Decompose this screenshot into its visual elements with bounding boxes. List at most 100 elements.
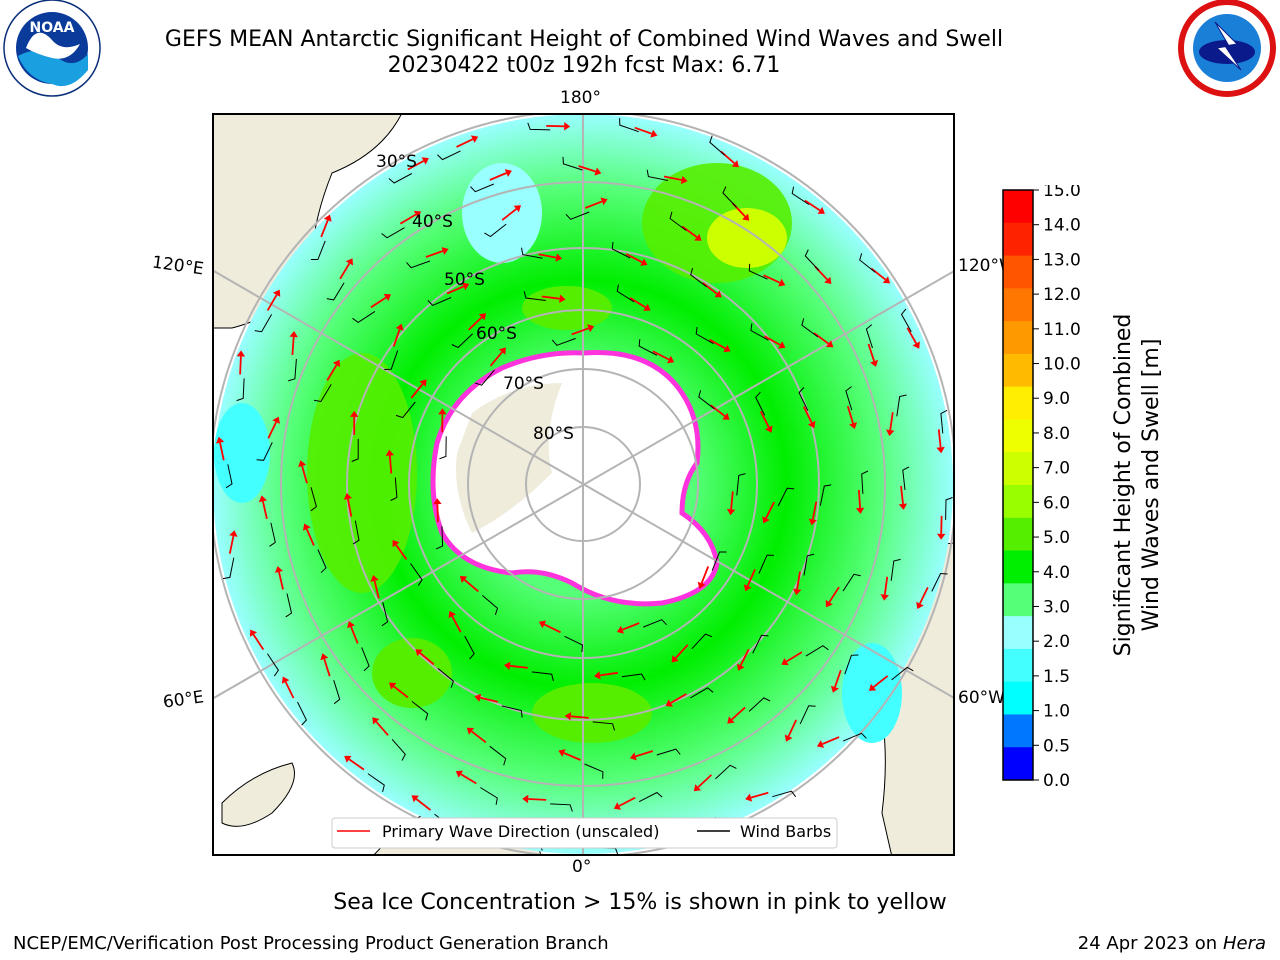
- wind-barb: [638, 339, 658, 356]
- colorbar-tick-label: 0.5: [1043, 736, 1070, 756]
- wind-barb: [288, 358, 297, 382]
- colorbar-swatch: [1003, 288, 1033, 322]
- wind-barb: [772, 790, 797, 798]
- wind-barb: [390, 477, 398, 501]
- wind-barb: [619, 118, 639, 133]
- wave-arrow-head: [629, 752, 637, 761]
- wind-barb: [592, 721, 615, 731]
- wind-barb: [711, 551, 727, 571]
- colorbar-swatch: [1003, 747, 1033, 781]
- wind-barb: [297, 701, 308, 726]
- wave-arrow: [709, 338, 726, 350]
- wave-arrow-head: [323, 214, 332, 222]
- wave-arrow-head: [438, 408, 447, 415]
- wind-barb: [616, 284, 635, 303]
- wave-arrow: [267, 421, 277, 439]
- wave-arrow: [460, 773, 477, 785]
- colorbar-swatch: [1003, 419, 1033, 453]
- wind-barb: [656, 748, 681, 756]
- wave-arrow: [239, 356, 242, 375]
- wind-barb: [940, 409, 948, 434]
- wind-barb: [437, 668, 454, 688]
- wave-arrow: [663, 175, 682, 181]
- wave-arrow-head: [807, 420, 816, 429]
- wave-arrow-head: [419, 379, 427, 387]
- wind-barb: [669, 211, 687, 231]
- wave-arrow-head: [667, 355, 675, 364]
- lat-label-40s: 40°S: [412, 212, 453, 232]
- wind-barb: [902, 466, 910, 491]
- wind-barb: [842, 573, 861, 592]
- colorbar-swatch: [1003, 353, 1033, 388]
- colorbar-tick-label: 13.0: [1043, 250, 1081, 270]
- wave-arrow-head: [448, 610, 456, 619]
- wind-barb: [470, 183, 494, 193]
- wind-barb: [550, 803, 573, 812]
- wind-barb: [269, 522, 276, 547]
- datestamp-text: 24 Apr 2023 on: [1077, 933, 1218, 954]
- wave-arrow-head: [281, 676, 290, 684]
- colorbar-swatch: [1003, 616, 1033, 650]
- chart-subtitle: 20230422 t00z 192h fcst Max: 6.71: [387, 53, 781, 78]
- wind-barb: [333, 680, 341, 705]
- colorbar-swatch: [1003, 583, 1033, 617]
- wave-arrow-head: [470, 135, 479, 143]
- chart-title: GEFS MEAN Antarctic Significant Height o…: [164, 27, 1004, 52]
- wave-arrow-head: [868, 683, 877, 691]
- wave-arrow: [700, 566, 710, 584]
- wave-arrow-head: [274, 566, 283, 573]
- wave-arrow: [811, 501, 818, 520]
- colorbar-swatch: [1003, 550, 1033, 584]
- wind-barb: [310, 487, 317, 512]
- wind-barb: [406, 260, 431, 269]
- wave-arrow-head: [395, 323, 404, 331]
- wave-arrow-head: [742, 213, 750, 221]
- footnote: Sea Ice Concentration > 15% is shown in …: [333, 890, 947, 915]
- wave-arrow-head: [372, 717, 380, 725]
- wave-arrow: [451, 615, 462, 633]
- colorbar-tick-label: 12.0: [1043, 285, 1081, 305]
- wave-arrow-head: [643, 303, 651, 311]
- wave-arrow-head: [370, 575, 379, 582]
- colorbar-swatch: [1003, 681, 1033, 715]
- wave-arrow-head: [389, 682, 397, 690]
- wave-arrow: [750, 791, 769, 799]
- colorbar-tick-label: 0.0: [1043, 771, 1070, 790]
- colorbar-tick-label: 1.5: [1043, 667, 1070, 687]
- wind-barb: [803, 553, 815, 576]
- wave-arrow: [906, 327, 917, 344]
- credit: NCEP/EMC/Verification Post Processing Pr…: [13, 933, 609, 954]
- wave-arrow: [763, 335, 781, 346]
- wave-arrow-head: [640, 258, 648, 266]
- wave-arrow-head: [302, 523, 311, 531]
- wave-arrow: [326, 364, 338, 381]
- wave-arrow: [301, 465, 308, 484]
- colorbar-swatch: [1003, 190, 1033, 224]
- wave-arrow-head: [498, 347, 506, 355]
- wave-arrow-head: [723, 344, 731, 353]
- map-legend: Primary Wave Direction (unscaled) Wind B…: [331, 817, 838, 849]
- lat-label-60s: 60°S: [476, 324, 517, 344]
- wind-barb: [722, 186, 738, 208]
- noaa-logo: NOAA: [3, 0, 101, 97]
- wind-barb: [481, 595, 499, 616]
- wave-arrow-head: [298, 460, 307, 468]
- wind-barb: [427, 297, 452, 306]
- colorbar-tick-label: 9.0: [1043, 389, 1070, 409]
- wave-arrow: [419, 652, 435, 666]
- wind-barb: [527, 122, 551, 131]
- wave-arrow-head: [870, 359, 879, 367]
- wave-arrow: [563, 752, 581, 761]
- wave-arrow-head: [433, 498, 442, 505]
- wind-barb: [236, 378, 245, 402]
- wind-barb: [798, 387, 809, 411]
- wind-barb: [896, 394, 907, 417]
- wave-arrow-head: [343, 493, 352, 500]
- wave-arrow-head: [273, 289, 281, 297]
- lon-label-60e: 60°E: [161, 687, 206, 713]
- wind-barb: [352, 310, 376, 324]
- colorbar-title-line2: Wind Waves and Swell [m]: [1139, 338, 1164, 632]
- wind-barb: [584, 763, 604, 779]
- wave-arrow-head: [289, 331, 298, 338]
- wind-barb: [395, 401, 416, 419]
